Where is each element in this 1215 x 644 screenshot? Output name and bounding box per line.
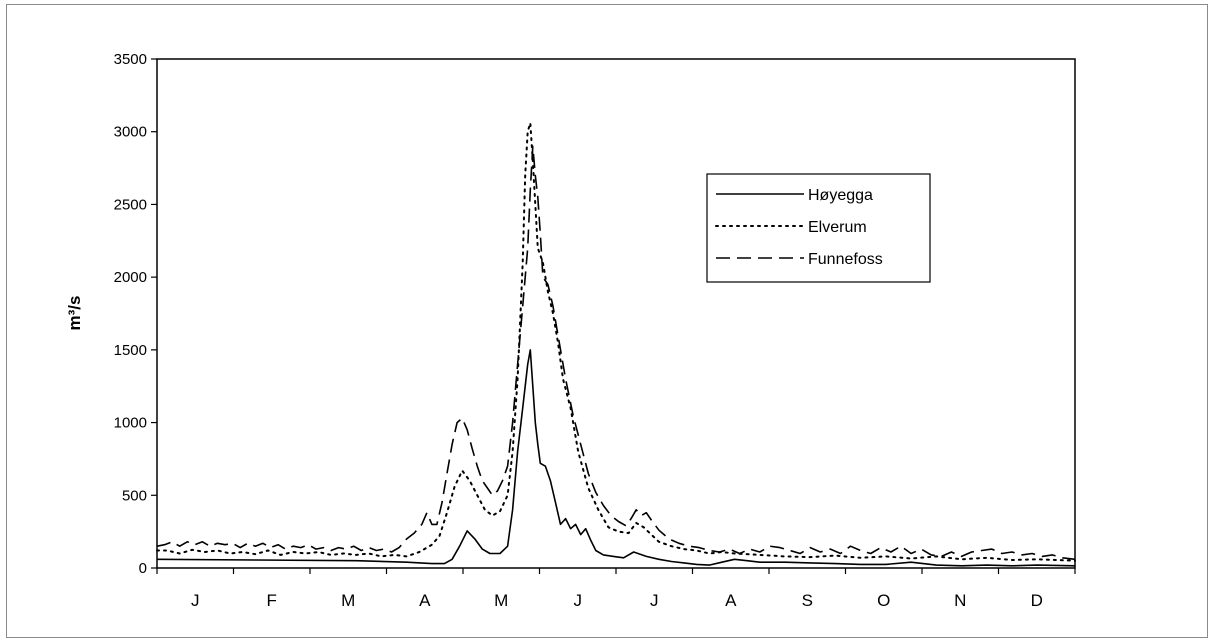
x-tick-label-month: F xyxy=(267,591,277,610)
legend: Høyegga Elverum Funnefoss xyxy=(706,173,931,283)
legend-box xyxy=(706,173,931,283)
x-tick-label-month: M xyxy=(494,591,508,610)
x-tick-label-month: D xyxy=(1031,591,1043,610)
y-axis: 0 500 1000 1500 2000 2500 3000 3500 xyxy=(114,51,157,577)
legend-label: Elverum xyxy=(808,219,867,236)
x-tick-label-month: J xyxy=(574,591,583,610)
x-tick-label-month: S xyxy=(802,591,813,610)
x-tick-label-month: J xyxy=(191,591,200,610)
y-tick-label: 2000 xyxy=(114,269,147,286)
y-tick-label: 0 xyxy=(139,560,147,577)
legend-label: Funnefoss xyxy=(808,251,883,268)
y-tick-label: 3000 xyxy=(114,124,147,141)
x-tick-label-month: N xyxy=(954,591,966,610)
series-lines xyxy=(156,122,1076,567)
x-tick-label-month: A xyxy=(725,591,737,610)
x-tick-label-month: O xyxy=(877,591,890,610)
y-tick-label: 2500 xyxy=(114,196,147,213)
y-tick-label: 3500 xyxy=(114,51,147,68)
legend-label: Høyegga xyxy=(808,187,873,204)
series-line-funnefoss xyxy=(156,145,1076,561)
y-tick-label: 1000 xyxy=(114,415,147,432)
x-tick-label-month: A xyxy=(419,591,431,610)
plot-area xyxy=(156,58,1076,569)
x-tick-label-month: M xyxy=(341,591,355,610)
y-tick-label: 1500 xyxy=(114,342,147,359)
x-tick-label-month: J xyxy=(650,591,659,610)
series-line-høyegga xyxy=(156,349,1076,567)
y-tick-label: 500 xyxy=(122,487,147,504)
y-axis-title: m³/s xyxy=(65,296,84,331)
